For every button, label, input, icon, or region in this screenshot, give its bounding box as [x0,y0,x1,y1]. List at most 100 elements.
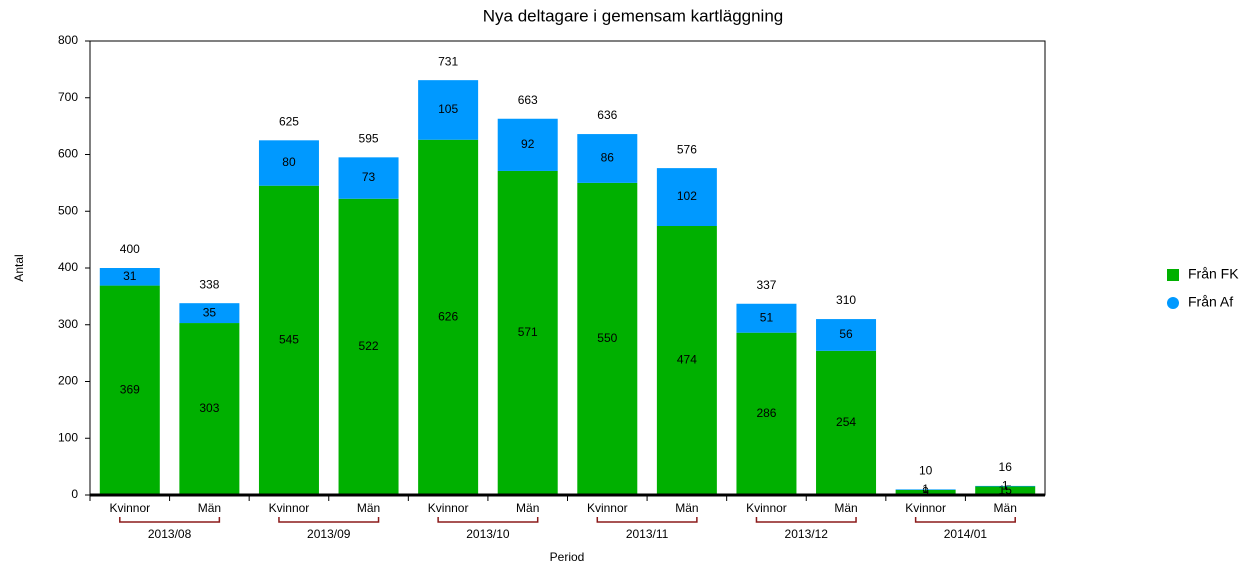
data-label: 35 [203,305,217,319]
data-label: 550 [597,331,617,345]
x-tick-label: Kvinnor [109,501,150,515]
data-label: 254 [836,415,856,429]
group-label: 2013/08 [148,527,192,541]
bar-segment [656,226,717,495]
total-label: 400 [120,242,140,256]
bar-segment [418,139,479,495]
x-tick-label: Kvinnor [587,501,628,515]
y-tick-label: 500 [58,203,78,217]
bar-segment [338,157,399,199]
data-label: 73 [362,170,376,184]
data-label: 286 [756,406,776,420]
data-label: 51 [760,310,774,324]
data-label: 1 [1002,478,1009,492]
bar-segment [99,285,160,495]
bar-segment [736,303,797,333]
bar-segment [258,140,319,186]
bar-segment [497,118,558,171]
group-bracket [437,517,539,523]
x-tick-label: Kvinnor [905,501,946,515]
bar-segment [99,268,160,286]
x-tick-label: Män [994,501,1017,515]
y-axis-label: Antal [12,254,26,281]
bar-segment [497,170,558,495]
total-label: 310 [836,293,856,307]
group-bracket [755,517,857,523]
total-label: 731 [438,54,458,68]
y-tick-label: 0 [71,487,78,501]
group-bracket [596,517,698,523]
x-tick-label: Kvinnor [269,501,310,515]
x-tick-label: Män [357,501,380,515]
data-label: 522 [359,339,379,353]
bar-segment [816,319,877,351]
group-label: 2013/10 [466,527,510,541]
x-tick-label: Män [198,501,221,515]
group-bracket [914,517,1016,523]
data-label: 105 [438,102,458,116]
data-label: 545 [279,333,299,347]
data-label: 571 [518,325,538,339]
total-label: 663 [518,93,538,107]
group-label: 2013/11 [626,527,669,541]
bar-segment [895,489,956,495]
legend-marker [1167,297,1179,309]
bar-segment [418,80,479,140]
total-label: 636 [597,108,617,122]
total-label: 625 [279,114,299,128]
legend-label: Från Af [1188,294,1233,310]
bar-segment [816,350,877,495]
data-label: 86 [601,151,615,165]
group-label: 2013/09 [307,527,351,541]
bar-segment [577,182,638,495]
total-label: 16 [999,460,1013,474]
y-tick-label: 800 [58,33,78,47]
data-label: 474 [677,353,697,367]
group-label: 2014/01 [944,527,988,541]
x-tick-label: Kvinnor [428,501,469,515]
y-tick-label: 200 [58,374,78,388]
total-label: 338 [199,277,219,291]
legend-marker [1167,269,1179,281]
bar-segment [258,185,319,495]
bar-segment [656,168,717,227]
bar-segment [179,323,240,495]
data-label: 9 [922,485,929,499]
bar-segment [975,485,1036,487]
data-label: 369 [120,382,140,396]
data-label: 92 [521,137,535,151]
data-label: 626 [438,310,458,324]
chart-title: Nya deltagare i gemensam kartläggning [483,6,784,25]
data-label: 31 [123,269,137,283]
data-label: 80 [282,155,296,169]
data-label: 56 [839,327,853,341]
total-label: 337 [756,278,776,292]
y-tick-label: 400 [58,260,78,274]
bar-segment [338,198,399,495]
bar-segment [179,303,240,324]
y-tick-label: 100 [58,430,78,444]
x-tick-label: Kvinnor [746,501,787,515]
x-tick-label: Män [834,501,857,515]
legend-label: Från FK [1188,266,1239,282]
group-bracket [119,517,221,523]
y-tick-label: 300 [58,317,78,331]
x-axis-label: Period [550,550,585,564]
group-label: 2013/12 [785,527,829,541]
total-label: 595 [359,132,379,146]
y-tick-label: 600 [58,147,78,161]
data-label: 102 [677,189,697,203]
group-bracket [278,517,380,523]
data-label: 1 [922,482,929,496]
x-tick-label: Män [516,501,539,515]
data-label: 303 [199,401,219,415]
bar-segment [736,332,797,495]
y-tick-label: 700 [58,90,78,104]
total-label: 10 [919,463,933,477]
bar-segment [577,134,638,183]
bar-segment [975,486,1036,495]
total-label: 576 [677,142,697,156]
bar-segment [895,489,956,490]
x-tick-label: Män [675,501,698,515]
